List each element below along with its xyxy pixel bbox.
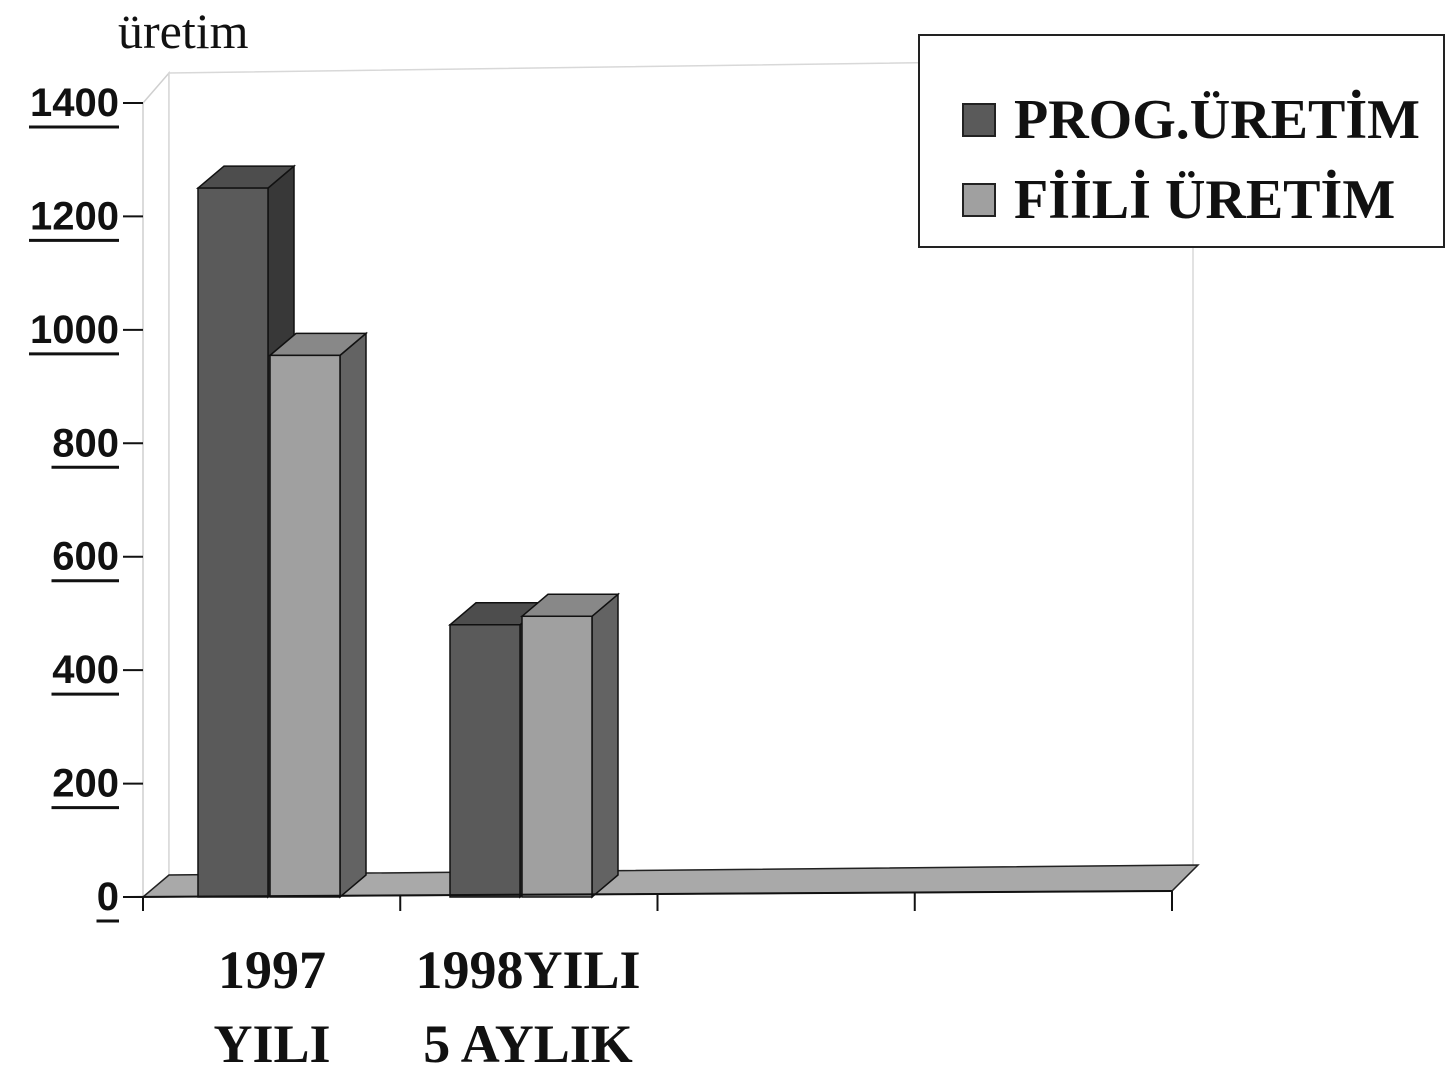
x-category-label-line1-1: 1998YILI (415, 940, 640, 1000)
y-axis-label: üretim (118, 3, 249, 59)
legend-label-prog-uretim: PROG.ÜRETİM (1014, 89, 1420, 151)
y-tick-label-800: 800 (52, 421, 119, 465)
y-tick-label-400: 400 (52, 648, 119, 692)
legend-label-fiili-uretim: FİİLİ ÜRETİM (1014, 169, 1396, 231)
bar-fi-i-li-reti-m-1997 (267, 331, 369, 899)
y-tick-label-0: 0 (97, 875, 119, 919)
x-axis-line (124, 890, 1173, 898)
y-tick-label-200: 200 (52, 762, 119, 806)
y-tick-label-1200: 1200 (30, 194, 119, 238)
legend-item-fiili-uretim: FİİLİ ÜRETİM (962, 168, 1395, 232)
bar-fi-i-li-reti-m-1998yili (519, 592, 621, 899)
y-tick-label-1000: 1000 (30, 308, 119, 352)
x-category-label-line1-0: 1997 (218, 940, 326, 1000)
x-category-label-line2-1: 5 AYLIK (423, 1014, 633, 1072)
legend-item-prog-uretim: PROG.ÜRETİM (962, 88, 1420, 152)
y-tick-label-1400: 1400 (30, 81, 119, 125)
legend-swatch-fiili-uretim (962, 183, 996, 217)
x-category-label-line2-0: YILI (213, 1014, 330, 1072)
legend: PROG.ÜRETİM FİİLİ ÜRETİM (918, 34, 1445, 248)
left-wall (142, 70, 170, 899)
legend-swatch-prog-uretim (962, 103, 996, 137)
y-tick-label-600: 600 (52, 535, 119, 579)
